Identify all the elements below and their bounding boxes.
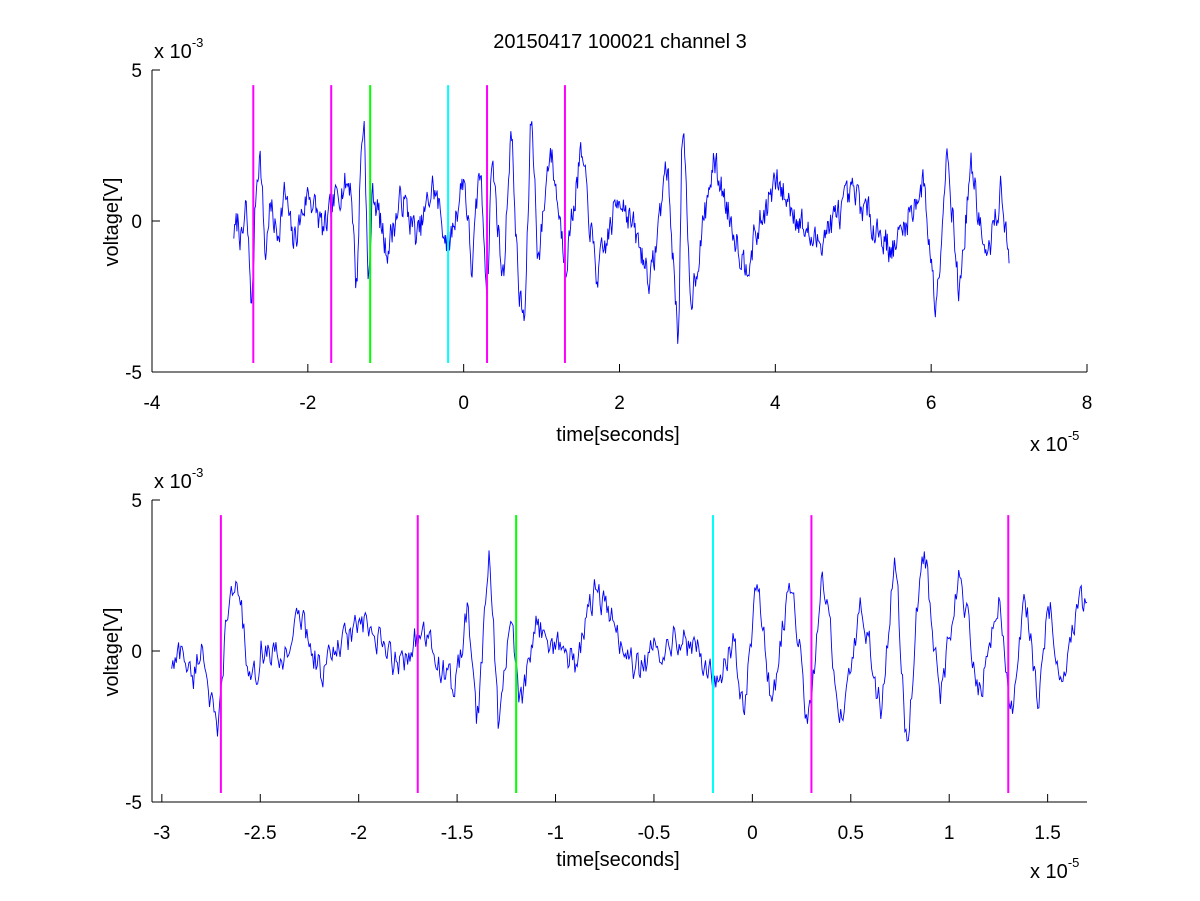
bottom-x-tick-label-2: -2 [350, 823, 367, 844]
top-x-tick-label-2: 0 [458, 393, 469, 414]
bottom-signal-line [171, 550, 1088, 742]
bottom-y-multiplier-exponent: -3 [192, 465, 204, 480]
top-x-multiplier-exponent: -5 [1068, 428, 1080, 443]
top-x-tick-label-1: -2 [299, 393, 316, 414]
top-x-tick-label-0: -4 [144, 393, 161, 414]
bottom-y-tick-label-1: 0 [131, 642, 142, 663]
top-x-tick-label-6: 8 [1082, 393, 1093, 414]
bottom-y-multiplier: x 10-3 [154, 465, 203, 493]
bottom-y-tick-label-0: -5 [125, 793, 142, 814]
bottom-x-tick-label-1: -2.5 [244, 823, 277, 844]
bottom-x-tick-label-8: 1 [944, 823, 955, 844]
bottom-y-multiplier-base: x 10 [154, 471, 192, 493]
bottom-signal-layer [171, 550, 1088, 742]
bottom-x-tick-label-4: -1 [547, 823, 564, 844]
bottom-x-tick-label-3: -1.5 [441, 823, 474, 844]
bottom-y-tick-label-2: 5 [131, 491, 142, 512]
top-marker-layer [252, 85, 566, 363]
bottom-x-tick-label-0: -3 [153, 823, 170, 844]
bottom-x-tick-label-6: 0 [747, 823, 758, 844]
bottom-xlabel: time[seconds] [556, 849, 679, 871]
bottom-marker-layer [219, 515, 1010, 793]
bottom-x-tick-label-7: 0.5 [838, 823, 864, 844]
top-signal-layer [233, 120, 1010, 344]
top-x-tick-label-4: 4 [770, 393, 781, 414]
top-xlabel: time[seconds] [556, 424, 679, 446]
bottom-subplot: -3 -2.5 -2 -1.5 -1 -0.5 0 0.5 1 1.5 -5 0 5 time[seco… [101, 465, 1088, 883]
top-signal-line [233, 120, 1010, 344]
top-x-tick-label-5: 6 [926, 393, 937, 414]
top-x-multiplier-base: x 10 [1030, 434, 1068, 456]
top-axes: -4 -2 0 2 4 6 8 -5 0 5 [125, 61, 1092, 414]
top-subplot: -4 -2 0 2 4 6 8-505 time[seconds] voltage[V] x… [101, 35, 1092, 456]
bottom-x-multiplier-base: x 10 [1030, 861, 1068, 883]
figure-title: 20150417 100021 channel 3 [493, 31, 747, 53]
top-y-tick-label-0: -5 [125, 363, 142, 384]
bottom-x-tick-label-5: -0.5 [638, 823, 671, 844]
top-x-multiplier: x 10-5 [1030, 428, 1079, 456]
top-y-multiplier-exponent: -3 [192, 35, 204, 50]
top-y-multiplier-base: x 10 [154, 41, 192, 63]
top-y-tick-label-1: 0 [131, 212, 142, 233]
bottom-x-multiplier-exponent: -5 [1068, 855, 1080, 870]
bottom-x-multiplier: x 10-5 [1030, 855, 1079, 883]
top-x-tick-label-3: 2 [614, 393, 625, 414]
bottom-axes: -3 -2.5 -2 -1.5 -1 -0.5 0 0.5 1 1.5 -5 0 5 [125, 491, 1087, 844]
top-y-tick-label-2: 5 [131, 61, 142, 82]
bottom-ylabel: voltage[V] [101, 608, 123, 697]
top-y-multiplier: x 10-3 [154, 35, 203, 63]
bottom-x-tick-label-9: 1.5 [1034, 823, 1060, 844]
top-ylabel: voltage[V] [101, 178, 123, 267]
